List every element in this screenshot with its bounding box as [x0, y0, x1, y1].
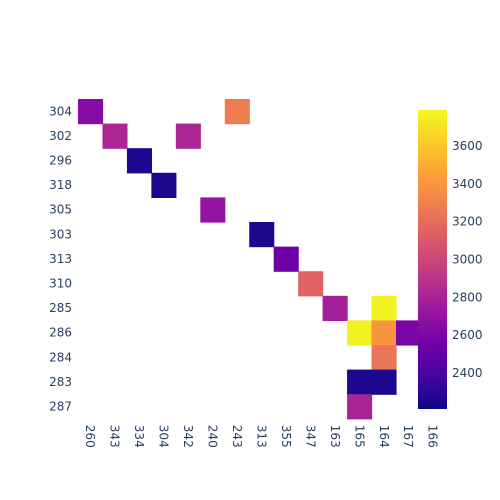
y-tick-labels: 304 302 296 318 305 303 313 310 285 286 284 283 287: [49, 104, 72, 413]
heatmap-cell: [371, 295, 397, 321]
x-tick-label: 164: [377, 425, 391, 448]
x-tick-label: 260: [83, 425, 97, 448]
x-tick-label: 342: [181, 425, 195, 448]
x-tick-label: 163: [328, 425, 342, 448]
heatmap-cell: [249, 222, 275, 248]
colorbar: [418, 110, 447, 409]
heatmap-cells: [78, 99, 446, 420]
y-tick-label: 318: [49, 178, 72, 192]
heatmap-cell: [371, 369, 397, 395]
heatmap-cell: [371, 345, 397, 371]
heatmap-cell: [224, 99, 250, 125]
y-tick-label: 303: [49, 227, 72, 241]
x-tick-label: 240: [206, 425, 220, 448]
x-tick-label: 343: [108, 425, 122, 448]
colorbar-tick-label: 3400: [452, 177, 483, 191]
x-tick-label: 243: [230, 425, 244, 448]
x-tick-label: 304: [157, 425, 171, 448]
y-tick-label: 285: [49, 301, 72, 315]
colorbar-tick-label: 2400: [452, 366, 483, 380]
y-tick-label: 313: [49, 252, 72, 266]
heatmap-cell: [78, 99, 104, 125]
heatmap-cell: [273, 246, 299, 272]
heatmap-cell: [347, 394, 373, 420]
heatmap-cell: [298, 271, 324, 297]
heatmap-cell: [102, 123, 128, 149]
heatmap-cell: [200, 197, 226, 223]
x-tick-label: 167: [401, 425, 415, 448]
y-tick-label: 284: [49, 350, 72, 364]
y-tick-label: 302: [49, 129, 72, 143]
colorbar-tick-labels: 2400 2600 2800 3000 3200 3400 3600: [452, 139, 483, 380]
y-tick-label: 287: [49, 400, 72, 414]
heatmap-cell: [347, 320, 373, 346]
heatmap-cell: [322, 295, 348, 321]
y-tick-label: 304: [49, 104, 72, 118]
y-tick-label: 305: [49, 203, 72, 217]
y-tick-label: 286: [49, 326, 72, 340]
y-tick-label: 283: [49, 375, 72, 389]
heatmap-cell: [175, 123, 201, 149]
colorbar-tick-label: 2800: [452, 290, 483, 304]
x-tick-labels: 260 343 334 304 342 240 243 313 355 347 163 165 164 1…: [83, 425, 439, 448]
heatmap-cell: [151, 172, 177, 198]
heatmap-cell: [126, 148, 152, 174]
x-tick-label: 166: [426, 425, 440, 448]
colorbar-tick-label: 3600: [452, 139, 483, 153]
colorbar-tick-label: 2600: [452, 328, 483, 342]
x-tick-label: 334: [132, 425, 146, 448]
heatmap-cell: [395, 320, 422, 346]
y-tick-label: 310: [49, 277, 72, 291]
x-tick-label: 355: [279, 425, 293, 448]
y-tick-label: 296: [49, 154, 72, 168]
colorbar-tick-label: 3200: [452, 215, 483, 229]
x-tick-label: 313: [254, 425, 268, 448]
heatmap-cell: [347, 369, 373, 395]
colorbar-tick-label: 3000: [452, 253, 483, 267]
x-tick-label: 347: [303, 425, 317, 448]
x-tick-label: 165: [352, 425, 366, 448]
heatmap-cell: [371, 320, 397, 346]
